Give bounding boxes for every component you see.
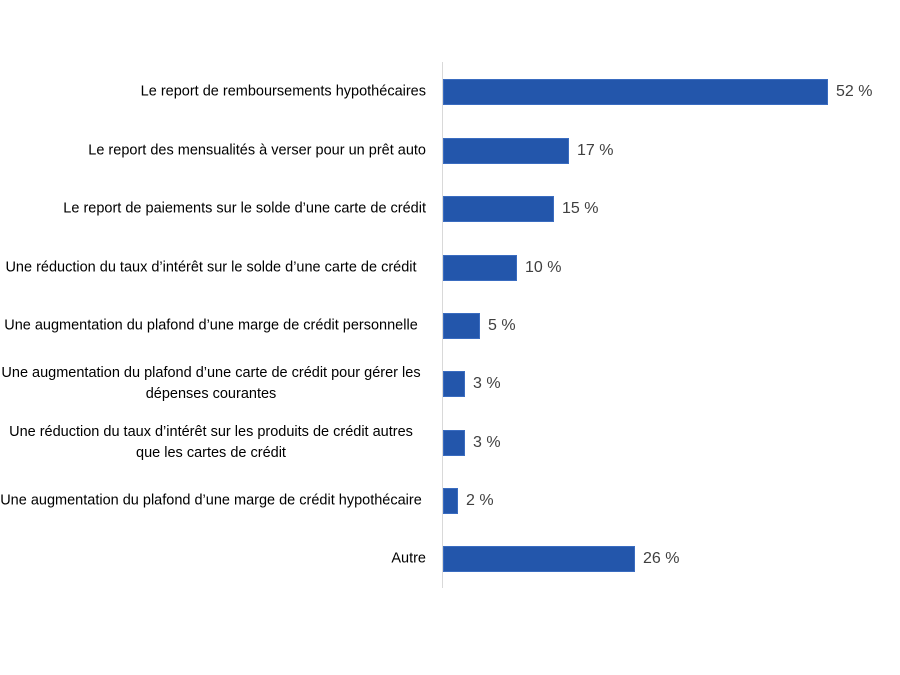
bar <box>443 371 465 397</box>
value-label: 3 % <box>473 434 501 451</box>
category-label: Une réduction du taux d’intérêt sur le s… <box>5 259 417 276</box>
bar <box>443 313 480 339</box>
bar <box>443 255 517 281</box>
category-label: Une augmentation du plafond d’une marge … <box>0 492 422 509</box>
value-label: 17 % <box>577 142 614 159</box>
bar-row: Une augmentation du plafond d’une marge … <box>0 472 900 530</box>
value-label: 5 % <box>488 317 516 334</box>
bar <box>443 196 554 222</box>
bar-row: Une réduction du taux d’intérêt sur les … <box>0 414 900 472</box>
bar <box>443 546 635 572</box>
bar-row: Une réduction du taux d’intérêt sur le s… <box>0 239 900 297</box>
value-label: 3 % <box>473 375 501 392</box>
bar-row: Une augmentation du plafond d’une carte … <box>0 355 900 413</box>
bar-row: Le report des mensualités à verser pour … <box>0 122 900 180</box>
value-label: 52 % <box>836 83 873 100</box>
category-label: Autre <box>391 550 426 567</box>
bar <box>443 138 569 164</box>
bar-row: Une augmentation du plafond d’une marge … <box>0 297 900 355</box>
value-label: 15 % <box>562 200 599 217</box>
bar <box>443 79 828 105</box>
category-axis-line <box>442 62 443 588</box>
bar <box>443 430 465 456</box>
bar-row: Le report de remboursements hypothécaire… <box>0 63 900 121</box>
value-label: 26 % <box>643 550 680 567</box>
bar <box>443 488 458 514</box>
category-label: Le report de remboursements hypothécaire… <box>140 83 426 100</box>
category-label: Une augmentation du plafond d’une marge … <box>4 317 418 334</box>
category-label: Une augmentation du plafond d’une carte … <box>1 365 421 402</box>
category-label: Le report des mensualités à verser pour … <box>88 142 426 159</box>
category-label: Une réduction du taux d’intérêt sur les … <box>9 424 413 461</box>
category-label: Le report de paiements sur le solde d’un… <box>63 200 426 217</box>
bar-row: Autre 26 % <box>0 530 900 588</box>
value-label: 2 % <box>466 492 494 509</box>
value-label: 10 % <box>525 259 562 276</box>
bar-row: Le report de paiements sur le solde d’un… <box>0 180 900 238</box>
